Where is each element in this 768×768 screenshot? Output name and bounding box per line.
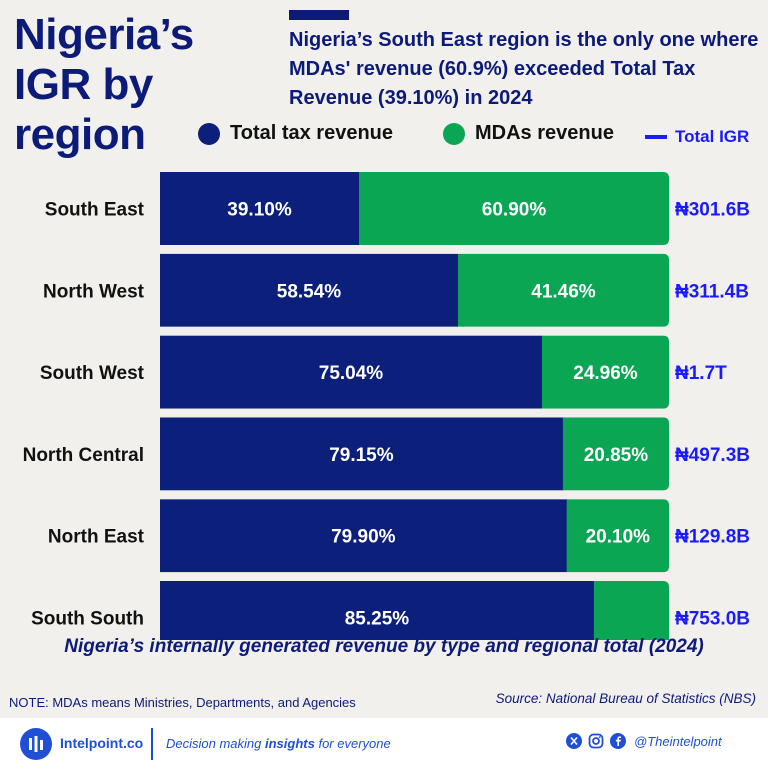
total-igr-label-3: ₦497.3B [675, 445, 750, 466]
bar-label-tax-2: 75.04% [319, 363, 384, 384]
title-line-2: IGR by [14, 60, 153, 109]
total-igr-label-4: ₦129.8B [675, 527, 750, 548]
bar-segment-tax-5 [160, 581, 595, 640]
category-label-4: North East [48, 527, 145, 548]
title-line-1: Nigeria’s [14, 10, 194, 59]
category-label-1: North West [43, 281, 145, 302]
bar-segment-mda-3 [562, 417, 669, 491]
legend-igr-line [645, 135, 667, 139]
page-title: Nigeria’s IGR by region [14, 10, 194, 160]
category-label-0: South East [45, 200, 145, 221]
bar-label-mda-3: 20.85% [584, 445, 649, 466]
bar-group-3 [160, 417, 669, 491]
bar-segment-tax-4 [160, 499, 568, 573]
bar-segment-mda-1 [457, 253, 669, 327]
bar-segment-tax-1 [160, 253, 459, 327]
bar-segment-tax-2 [160, 335, 543, 409]
brand-tagline: Decision making insights for everyone [166, 736, 391, 751]
bar-label-tax-4: 79.90% [331, 527, 396, 548]
total-igr-label-0: ₦301.6B [675, 200, 750, 221]
bar-label-mda-1: 41.46% [531, 281, 596, 302]
tagline-bold: insights [265, 736, 315, 751]
chart-logo-icon [20, 728, 52, 760]
legend-tax-dot [198, 122, 220, 145]
bar-segment-mda-0 [359, 172, 669, 245]
legend-tax: Total tax revenue [198, 122, 393, 145]
bar-group-1 [160, 253, 669, 327]
brand-bar: Intelpoint.co Decision making insights f… [0, 718, 768, 768]
total-igr-label-1: ₦311.4B [675, 281, 749, 302]
legend-igr-label: Total IGR [675, 127, 750, 146]
bar-segment-tax-0 [160, 172, 360, 245]
footnote: NOTE: MDAs means Ministries, Departments… [9, 695, 356, 710]
bar-group-4 [160, 499, 669, 573]
bar-segment-mda-5 [593, 581, 669, 640]
social-handle[interactable]: @Theintelpoint [634, 733, 722, 749]
bar-label-mda-4: 20.10% [586, 527, 651, 548]
category-label-3: North Central [23, 445, 144, 466]
bar-label-tax-5: 85.25% [345, 609, 410, 630]
tagline-post: for everyone [314, 736, 391, 751]
bar-label-tax-1: 58.54% [277, 281, 342, 302]
bar-label-mda-2: 24.96% [573, 363, 638, 384]
bar-group-0 [160, 172, 669, 245]
subtitle: Nigeria’s South East region is the only … [289, 29, 759, 109]
bar-label-mda-0: 60.90% [482, 200, 547, 221]
x-icon[interactable] [566, 733, 582, 749]
instagram-icon[interactable] [588, 733, 604, 749]
stacked-bar-chart: 39.10% 60.90% South East ₦301.6B 58.54% 41.46… [23, 172, 750, 640]
bar-group-5 [160, 581, 669, 640]
legend-igr: Total IGR [645, 127, 749, 147]
category-label-2: South West [40, 363, 145, 384]
brand-divider [151, 728, 153, 760]
legend-mda: MDAs revenue [443, 122, 614, 145]
bar-group-2 [160, 335, 669, 409]
total-igr-label-2: ₦1.7T [675, 363, 727, 384]
category-label-5: South South [31, 609, 144, 630]
chart-caption: Nigeria’s internally generated revenue b… [64, 636, 704, 657]
brand-name[interactable]: Intelpoint.co [60, 735, 144, 751]
total-igr-label-5: ₦753.0B [675, 609, 750, 630]
accent-bar [289, 10, 349, 20]
bar-segment-mda-2 [541, 335, 669, 409]
legend-mda-label: MDAs revenue [475, 122, 614, 144]
tagline-pre: Decision making [166, 736, 265, 751]
bar-label-tax-3: 79.15% [329, 445, 394, 466]
social-links: @Theintelpoint [566, 733, 722, 749]
facebook-icon[interactable] [610, 733, 626, 749]
legend-tax-label: Total tax revenue [230, 122, 394, 144]
bar-label-tax-0: 39.10% [227, 200, 292, 221]
title-line-3: region [14, 110, 146, 159]
bar-segment-tax-3 [160, 417, 564, 491]
bar-segment-mda-4 [566, 499, 669, 573]
legend-mda-dot [443, 122, 465, 145]
source-credit: Source: National Bureau of Statistics (N… [495, 691, 756, 706]
